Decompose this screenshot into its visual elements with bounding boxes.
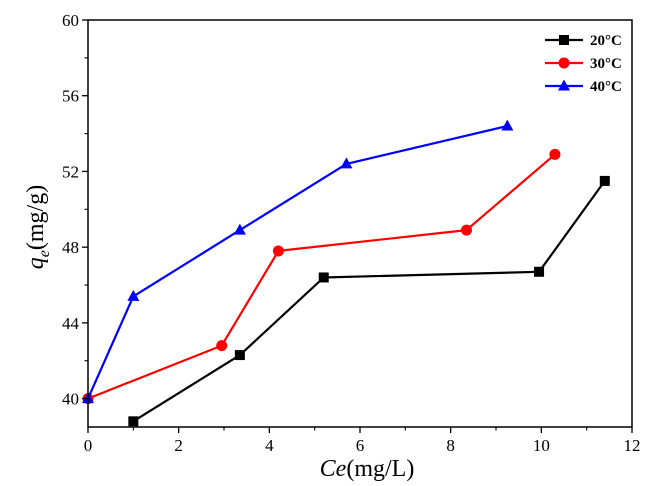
data-point-s2-2 [216, 340, 228, 352]
data-point-s2-4 [461, 224, 473, 236]
data-point-s2-5 [549, 148, 561, 160]
y-tick-label-4: 52 [62, 162, 79, 181]
legend-marker-3 [558, 79, 570, 91]
plot-area [82, 119, 610, 427]
x-tick-label-2: 2 [174, 436, 183, 455]
x-axis-title: Ce(mg/L) [320, 456, 415, 482]
y-tick-label-6: 60 [62, 11, 79, 30]
x-tick-label-1: 0 [84, 436, 93, 455]
data-point-s3-3 [233, 223, 246, 235]
series-line-3 [86, 124, 508, 400]
data-point-s2-3 [272, 245, 284, 257]
x-tick-label-3: 4 [265, 436, 274, 455]
x-tick-label-5: 8 [446, 436, 455, 455]
legend-label-1: 20°C [590, 33, 622, 49]
x-tick-label-4: 6 [356, 436, 365, 455]
data-point-s1-4 [534, 266, 545, 277]
legend-marker-2 [558, 57, 570, 69]
data-point-s3-5 [501, 119, 514, 131]
legend-marker-1 [559, 35, 569, 45]
legend-label-3: 40°C [590, 79, 622, 95]
legend-label-2: 30°C [590, 56, 622, 72]
data-point-s1-1 [128, 416, 139, 427]
data-point-s1-3 [318, 272, 329, 283]
y-tick-label-3: 48 [62, 238, 79, 257]
y-tick-label-5: 56 [62, 87, 79, 106]
y-tick-label-1: 40 [62, 390, 79, 409]
legend: 20°C 30°C 40°C [545, 33, 622, 95]
data-point-s3-4 [340, 157, 353, 169]
axes: 0 2 4 6 8 10 12 40 44 48 52 56 60 [62, 11, 641, 455]
y-axis-title: qe(mg/g) [23, 185, 53, 269]
y-tick-label-2: 44 [62, 314, 80, 333]
data-point-s3-2 [127, 289, 140, 301]
data-point-s1-2 [234, 350, 245, 361]
series-line-1 [132, 180, 606, 423]
data-point-s1-5 [599, 175, 610, 186]
x-tick-label-7: 12 [624, 436, 641, 455]
x-tick-label-6: 10 [533, 436, 550, 455]
